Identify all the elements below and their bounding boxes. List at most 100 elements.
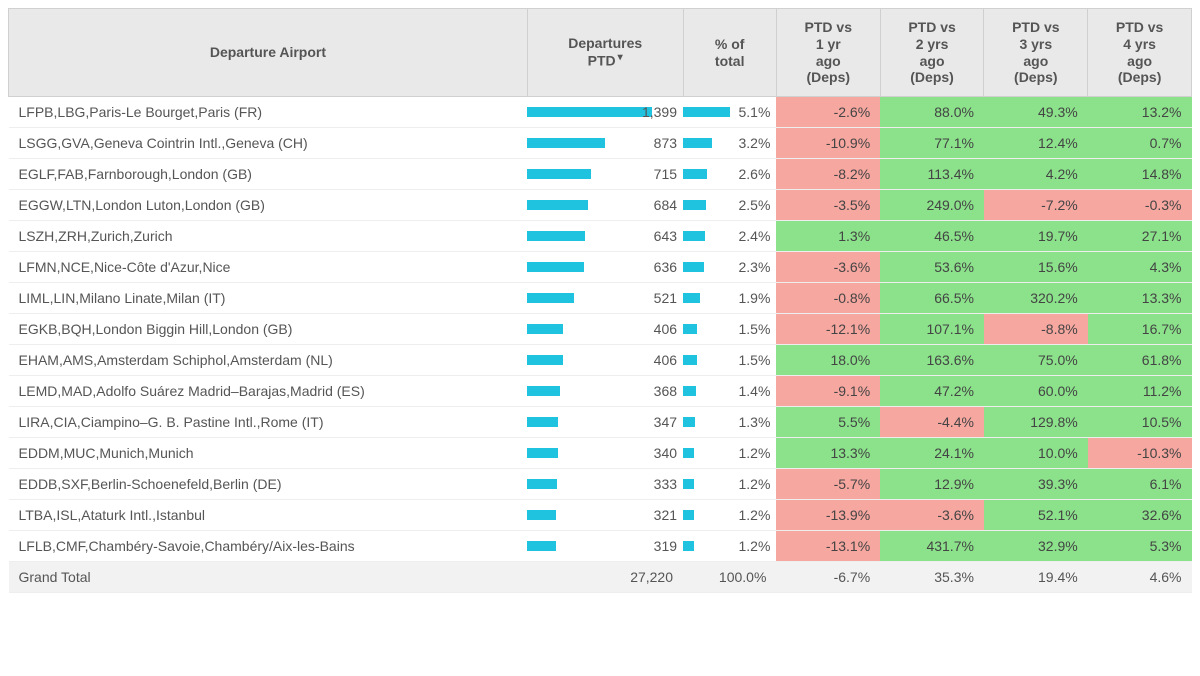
total-row: Grand Total27,220100.0%-6.7%35.3%19.4%4.…: [9, 562, 1192, 593]
comparison-cell: -0.8%: [776, 283, 880, 314]
pct-cell: 2.3%: [683, 252, 776, 283]
col-pct[interactable]: % oftotal: [683, 9, 776, 97]
comparison-cell: 129.8%: [984, 407, 1088, 438]
comparison-cell: 24.1%: [880, 438, 984, 469]
pct-cell: 1.2%: [683, 500, 776, 531]
total-y3: 19.4%: [984, 562, 1088, 593]
table-row: LTBA,ISL,Ataturk Intl.,Istanbul3211.2%-1…: [9, 500, 1192, 531]
comparison-cell: 5.3%: [1088, 531, 1192, 562]
departures-cell: 406: [527, 345, 683, 376]
comparison-cell: -8.2%: [776, 159, 880, 190]
comparison-cell: 52.1%: [984, 500, 1088, 531]
table-row: LFPB,LBG,Paris-Le Bourget,Paris (FR)1,39…: [9, 97, 1192, 128]
total-y1: -6.7%: [776, 562, 880, 593]
departures-cell: 319: [527, 531, 683, 562]
comparison-cell: 61.8%: [1088, 345, 1192, 376]
pct-cell: 1.2%: [683, 469, 776, 500]
pct-cell: 1.5%: [683, 345, 776, 376]
comparison-cell: -7.2%: [984, 190, 1088, 221]
table-row: LSGG,GVA,Geneva Cointrin Intl.,Geneva (C…: [9, 128, 1192, 159]
pct-cell: 1.5%: [683, 314, 776, 345]
comparison-cell: 19.7%: [984, 221, 1088, 252]
comparison-cell: -9.1%: [776, 376, 880, 407]
comparison-cell: 11.2%: [1088, 376, 1192, 407]
col-departures-label: DeparturesPTD: [568, 35, 642, 68]
col-y4[interactable]: PTD vs4 yrsago(Deps): [1088, 9, 1192, 97]
total-y4: 4.6%: [1088, 562, 1192, 593]
comparison-cell: 5.5%: [776, 407, 880, 438]
airport-cell: LEMD,MAD,Adolfo Suárez Madrid–Barajas,Ma…: [9, 376, 528, 407]
table-row: LIRA,CIA,Ciampino–G. B. Pastine Intl.,Ro…: [9, 407, 1192, 438]
departures-cell: 368: [527, 376, 683, 407]
departures-cell: 340: [527, 438, 683, 469]
comparison-cell: 13.3%: [1088, 283, 1192, 314]
comparison-cell: -10.9%: [776, 128, 880, 159]
table-row: LSZH,ZRH,Zurich,Zurich6432.4%1.3%46.5%19…: [9, 221, 1192, 252]
comparison-cell: 32.6%: [1088, 500, 1192, 531]
departures-cell: 636: [527, 252, 683, 283]
total-label: Grand Total: [9, 562, 528, 593]
table-row: LIML,LIN,Milano Linate,Milan (IT)5211.9%…: [9, 283, 1192, 314]
pct-cell: 5.1%: [683, 97, 776, 128]
comparison-cell: 107.1%: [880, 314, 984, 345]
airport-cell: LFPB,LBG,Paris-Le Bourget,Paris (FR): [9, 97, 528, 128]
col-y3[interactable]: PTD vs3 yrsago(Deps): [984, 9, 1088, 97]
comparison-cell: 39.3%: [984, 469, 1088, 500]
comparison-cell: 6.1%: [1088, 469, 1192, 500]
comparison-cell: -13.1%: [776, 531, 880, 562]
comparison-cell: 46.5%: [880, 221, 984, 252]
pct-cell: 1.2%: [683, 438, 776, 469]
comparison-cell: -4.4%: [880, 407, 984, 438]
comparison-cell: -0.3%: [1088, 190, 1192, 221]
table-row: EHAM,AMS,Amsterdam Schiphol,Amsterdam (N…: [9, 345, 1192, 376]
comparison-cell: 88.0%: [880, 97, 984, 128]
comparison-cell: 163.6%: [880, 345, 984, 376]
comparison-cell: 27.1%: [1088, 221, 1192, 252]
col-y2[interactable]: PTD vs2 yrsago(Deps): [880, 9, 984, 97]
comparison-cell: 49.3%: [984, 97, 1088, 128]
col-departures[interactable]: DeparturesPTD▾: [527, 9, 683, 97]
pct-cell: 2.6%: [683, 159, 776, 190]
table-row: LEMD,MAD,Adolfo Suárez Madrid–Barajas,Ma…: [9, 376, 1192, 407]
table-row: EGLF,FAB,Farnborough,London (GB)7152.6%-…: [9, 159, 1192, 190]
comparison-cell: -12.1%: [776, 314, 880, 345]
comparison-cell: 431.7%: [880, 531, 984, 562]
comparison-cell: 12.4%: [984, 128, 1088, 159]
departures-cell: 521: [527, 283, 683, 314]
table-row: EDDM,MUC,Munich,Munich3401.2%13.3%24.1%1…: [9, 438, 1192, 469]
airport-cell: LSGG,GVA,Geneva Cointrin Intl.,Geneva (C…: [9, 128, 528, 159]
comparison-cell: -3.6%: [776, 252, 880, 283]
comparison-cell: 53.6%: [880, 252, 984, 283]
comparison-cell: 320.2%: [984, 283, 1088, 314]
departures-table: Departure Airport DeparturesPTD▾ % oftot…: [8, 8, 1192, 593]
comparison-cell: -2.6%: [776, 97, 880, 128]
departures-cell: 406: [527, 314, 683, 345]
comparison-cell: 15.6%: [984, 252, 1088, 283]
col-y1[interactable]: PTD vs1 yrago(Deps): [776, 9, 880, 97]
comparison-cell: -3.6%: [880, 500, 984, 531]
departures-cell: 715: [527, 159, 683, 190]
sort-desc-icon: ▾: [618, 52, 623, 63]
table-row: EGGW,LTN,London Luton,London (GB)6842.5%…: [9, 190, 1192, 221]
header-row: Departure Airport DeparturesPTD▾ % oftot…: [9, 9, 1192, 97]
comparison-cell: 1.3%: [776, 221, 880, 252]
airport-cell: LFLB,CMF,Chambéry-Savoie,Chambéry/Aix-le…: [9, 531, 528, 562]
table-row: EGKB,BQH,London Biggin Hill,London (GB)4…: [9, 314, 1192, 345]
col-airport[interactable]: Departure Airport: [9, 9, 528, 97]
comparison-cell: 47.2%: [880, 376, 984, 407]
comparison-cell: 10.0%: [984, 438, 1088, 469]
comparison-cell: 77.1%: [880, 128, 984, 159]
table-row: EDDB,SXF,Berlin-Schoenefeld,Berlin (DE)3…: [9, 469, 1192, 500]
table-row: LFMN,NCE,Nice-Côte d'Azur,Nice6362.3%-3.…: [9, 252, 1192, 283]
pct-cell: 1.2%: [683, 531, 776, 562]
comparison-cell: 60.0%: [984, 376, 1088, 407]
departures-cell: 321: [527, 500, 683, 531]
airport-cell: EGKB,BQH,London Biggin Hill,London (GB): [9, 314, 528, 345]
airport-cell: LSZH,ZRH,Zurich,Zurich: [9, 221, 528, 252]
pct-cell: 3.2%: [683, 128, 776, 159]
comparison-cell: 18.0%: [776, 345, 880, 376]
pct-cell: 1.4%: [683, 376, 776, 407]
comparison-cell: 13.2%: [1088, 97, 1192, 128]
pct-cell: 2.5%: [683, 190, 776, 221]
pct-cell: 1.3%: [683, 407, 776, 438]
